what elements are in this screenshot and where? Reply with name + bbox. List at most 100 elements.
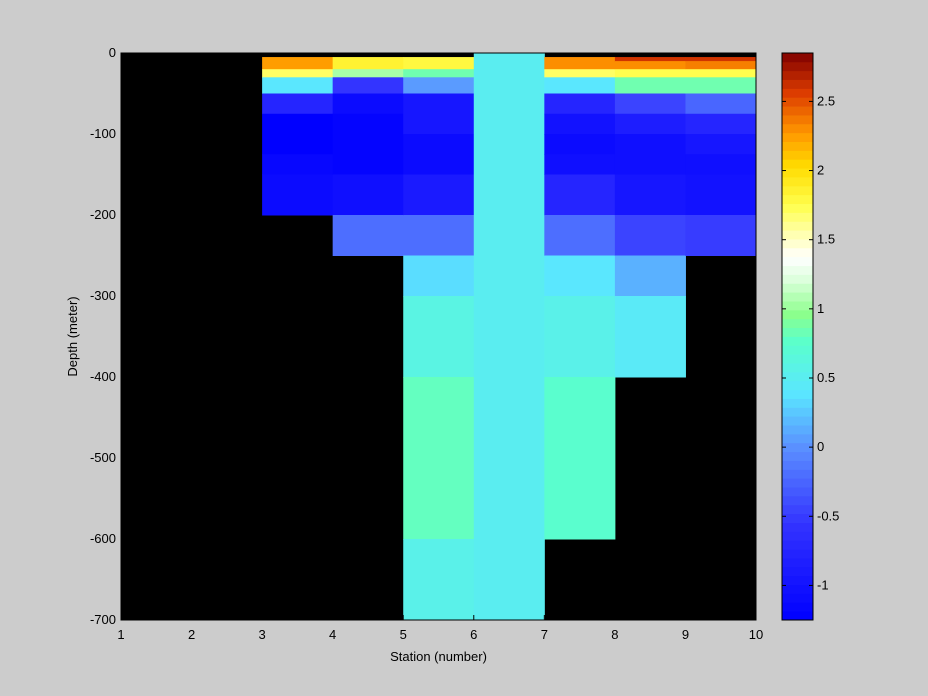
heatmap-cell: [403, 539, 475, 621]
heatmap-cell: [685, 57, 757, 62]
x-tick-label: 1: [117, 627, 124, 642]
colorbar-segment: [782, 593, 813, 603]
heatmap-cell: [614, 255, 686, 297]
colorbar-tick-label: 2: [817, 163, 824, 178]
axes: 1 2 3 4 5 6 7 8 9 10 0 -100 -200 -300 -400 -500 -600 -700: [90, 45, 763, 642]
heatmap-cell: [332, 93, 404, 115]
colorbar-segment: [782, 584, 813, 594]
colorbar-segment: [782, 88, 813, 98]
heatmap-cell: [614, 215, 686, 256]
heatmap-cell: [403, 296, 475, 378]
y-tick-label: -100: [90, 126, 116, 141]
x-tick-label: 9: [682, 627, 689, 642]
colorbar-segment: [782, 150, 813, 160]
heatmap-cell: [544, 255, 616, 297]
colorbar-segment: [782, 425, 813, 435]
colorbar-segment: [782, 115, 813, 125]
heatmap-cell: [685, 61, 757, 70]
colorbar-segment: [782, 345, 813, 355]
colorbar-segment: [782, 495, 813, 506]
heatmap-cell: [614, 113, 686, 135]
colorbar-tick-label: -0.5: [817, 508, 839, 523]
heatmap-cell: [262, 154, 334, 175]
heatmap-cell: [403, 93, 475, 135]
heatmap-cell: [614, 296, 686, 378]
heatmap-cell: [332, 174, 404, 216]
heatmap-cell: [403, 255, 475, 297]
y-tick-label: -700: [90, 612, 116, 627]
x-tick-label: 4: [329, 627, 336, 642]
heatmap-cell: [614, 134, 686, 175]
colorbar-segment: [782, 460, 813, 470]
colorbar-segment: [782, 123, 813, 134]
colorbar-segment: [782, 557, 813, 568]
colorbar-segment: [782, 398, 813, 408]
colorbar-segment: [782, 53, 813, 63]
colorbar-segment: [782, 487, 813, 497]
colorbar-segment: [782, 531, 813, 541]
y-tick-label: -200: [90, 207, 116, 222]
colorbar-segment: [782, 611, 813, 621]
colorbar-segment: [782, 566, 813, 577]
colorbar-segment: [782, 221, 813, 231]
colorbar-segment: [782, 318, 813, 329]
heatmap-cell: [403, 377, 475, 540]
colorbar-segment: [782, 239, 813, 249]
colorbar-segment: [782, 433, 813, 444]
colorbar-segment: [782, 602, 813, 612]
heatmap-cell: [614, 57, 686, 62]
colorbar-segment: [782, 274, 813, 284]
heatmap-cell: [544, 154, 616, 175]
heatmap-cells: [262, 53, 757, 621]
heatmap-cell: [544, 296, 616, 378]
colorbar-segment: [782, 575, 813, 585]
x-tick-label: 10: [749, 627, 763, 642]
heatmap-cell: [614, 61, 686, 70]
colorbar-segment: [782, 336, 813, 346]
heatmap-cell: [332, 215, 404, 256]
heatmap-cell: [685, 134, 757, 155]
heatmap-cell: [685, 69, 757, 78]
heatmap-cell: [544, 77, 616, 94]
x-tick-label: 7: [541, 627, 548, 642]
heatmap-cell: [614, 77, 686, 94]
heatmap-cell: [262, 57, 334, 70]
colorbar-segment: [782, 79, 813, 89]
colorbar-tick-label: -1: [817, 577, 829, 592]
x-tick-label: 3: [258, 627, 265, 642]
y-tick-label: 0: [109, 45, 116, 60]
colorbar-tick-label: 0: [817, 439, 824, 454]
x-tick-label: 8: [611, 627, 618, 642]
heatmap-cell: [544, 69, 616, 78]
heatmap-cell: [473, 53, 545, 621]
heatmap-cell: [403, 57, 475, 70]
colorbar-segment: [782, 301, 813, 311]
y-axis-label: Depth (meter): [65, 296, 80, 376]
colorbar-segment: [782, 522, 813, 532]
heatmap-cell: [685, 113, 757, 135]
y-tick-label: -600: [90, 531, 116, 546]
heatmap-cell: [614, 174, 686, 216]
heatmap-cell: [262, 174, 334, 216]
colorbar-segment: [782, 159, 813, 169]
heatmap-cell: [544, 215, 616, 256]
colorbar-segment: [782, 442, 813, 453]
colorbar-segment: [782, 363, 813, 373]
colorbar-segment: [782, 194, 813, 205]
heatmap-cell: [544, 113, 616, 135]
colorbar-frame: [781, 52, 814, 621]
colorbar-segment: [782, 61, 813, 72]
colorbar-segment: [782, 504, 813, 515]
heatmap-cell: [685, 215, 757, 256]
colorbar-segment: [782, 177, 813, 187]
colorbar-segment: [782, 247, 813, 258]
colorbar-segment: [782, 354, 813, 364]
heatmap-cell: [403, 134, 475, 175]
colorbar-segment: [782, 309, 813, 320]
colorbar-segment: [782, 327, 813, 337]
colorbar-tick-label: 2.5: [817, 93, 835, 108]
x-tick-label: 5: [400, 627, 407, 642]
heatmap-cell: [685, 93, 757, 115]
x-axis-label: Station (number): [390, 649, 487, 664]
